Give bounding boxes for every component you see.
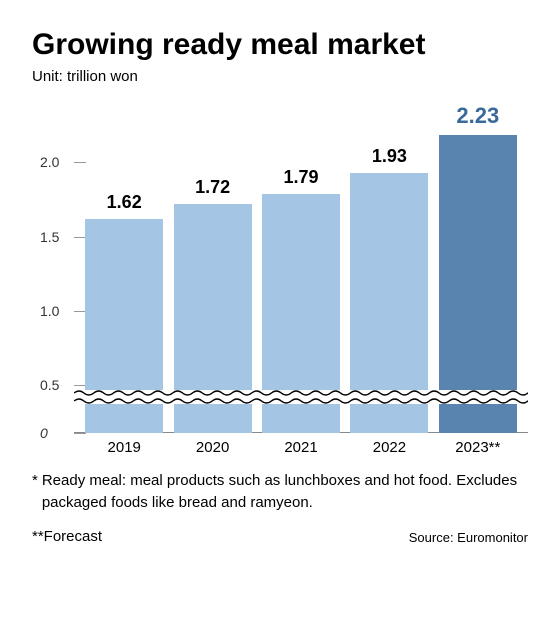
bar (350, 173, 428, 433)
chart-area: 00.51.01.52.0 1.621.721.791.932.23 (40, 103, 528, 433)
bottom-row: **Forecast Source: Euromonitor (32, 528, 528, 545)
y-tick-label: 0.5 (40, 377, 59, 393)
bar-wrap: 1.93 (349, 103, 429, 433)
footnote-ready-meal: * Ready meal: meal products such as lunc… (32, 470, 528, 514)
footnote-text: Ready meal: meal products such as lunchb… (42, 470, 528, 514)
bar-value-label: 1.72 (195, 177, 230, 198)
bar-wrap: 2.23 (438, 103, 518, 433)
x-tick-label: 2023** (438, 439, 518, 456)
bars-container: 1.62 1.72 1.79 1.93 2.23 (74, 103, 528, 433)
bar-wrap: 1.72 (172, 103, 252, 433)
source-label: Source: Euromonitor (409, 530, 528, 545)
bar-value-label: 2.23 (456, 103, 499, 129)
y-axis: 00.51.01.52.0 (40, 103, 70, 433)
x-tick-label: 2020 (172, 439, 252, 456)
y-tick-label: 1.0 (40, 303, 59, 319)
bar (439, 135, 517, 433)
y-tick-label: 0 (40, 425, 48, 441)
gridline-tick (74, 433, 86, 434)
footnote-forecast: **Forecast (32, 528, 102, 545)
x-tick-label: 2019 (84, 439, 164, 456)
bar-value-label: 1.93 (372, 146, 407, 167)
bar (85, 219, 163, 433)
unit-label: Unit: trillion won (32, 68, 528, 85)
y-tick-label: 1.5 (40, 229, 59, 245)
bar (262, 194, 340, 433)
bar-value-label: 1.79 (283, 167, 318, 188)
bar (174, 204, 252, 433)
x-tick-label: 2022 (349, 439, 429, 456)
bar-wrap: 1.62 (84, 103, 164, 433)
y-tick-label: 2.0 (40, 154, 59, 170)
plot-region: 1.62 1.72 1.79 1.93 2.23 (74, 103, 528, 433)
x-tick-label: 2021 (261, 439, 341, 456)
footnote-star: * (32, 470, 38, 514)
bar-wrap: 1.79 (261, 103, 341, 433)
bar-value-label: 1.62 (107, 192, 142, 213)
x-axis-labels: 2019 2020 2021 2022 2023** (74, 439, 528, 456)
chart-title: Growing ready meal market (32, 28, 528, 62)
footnote-block: * Ready meal: meal products such as lunc… (32, 470, 528, 514)
